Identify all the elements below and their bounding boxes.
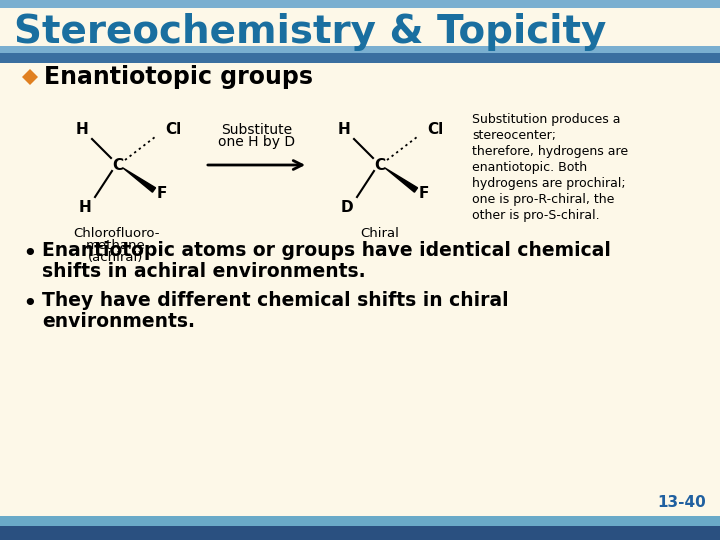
Text: (achiral): (achiral)	[89, 251, 144, 264]
Text: Substitute: Substitute	[221, 123, 292, 137]
Polygon shape	[385, 168, 418, 192]
Text: D: D	[341, 200, 354, 215]
FancyBboxPatch shape	[0, 516, 720, 526]
Text: enantiotopic. Both: enantiotopic. Both	[472, 161, 587, 174]
Polygon shape	[22, 69, 38, 85]
Text: They have different chemical shifts in chiral: They have different chemical shifts in c…	[42, 291, 508, 310]
Polygon shape	[123, 168, 156, 192]
Text: 13-40: 13-40	[657, 495, 706, 510]
Text: F: F	[419, 186, 429, 200]
Text: therefore, hydrogens are: therefore, hydrogens are	[472, 145, 628, 158]
Text: shifts in achiral environments.: shifts in achiral environments.	[42, 262, 366, 281]
Text: C: C	[112, 158, 124, 172]
Text: •: •	[22, 292, 37, 316]
Text: one is pro-R-chiral, the: one is pro-R-chiral, the	[472, 193, 614, 206]
Text: Cl: Cl	[427, 123, 444, 138]
Text: H: H	[78, 200, 91, 215]
Text: one H by D: one H by D	[218, 135, 295, 149]
Text: H: H	[76, 122, 89, 137]
Text: stereocenter;: stereocenter;	[472, 129, 556, 142]
Text: environments.: environments.	[42, 312, 195, 331]
FancyBboxPatch shape	[0, 526, 720, 540]
Text: Stereochemistry & Topicity: Stereochemistry & Topicity	[14, 13, 606, 51]
FancyBboxPatch shape	[0, 53, 720, 63]
Text: C: C	[374, 158, 386, 172]
Text: Enantiotopic groups: Enantiotopic groups	[44, 65, 313, 89]
Text: hydrogens are prochiral;: hydrogens are prochiral;	[472, 177, 626, 190]
Text: other is pro-S-chiral.: other is pro-S-chiral.	[472, 209, 600, 222]
Text: Enantiotopic atoms or groups have identical chemical: Enantiotopic atoms or groups have identi…	[42, 241, 611, 260]
Text: •: •	[22, 242, 37, 266]
Text: Cl: Cl	[165, 123, 181, 138]
Text: Chiral: Chiral	[361, 227, 400, 240]
Text: H: H	[338, 122, 351, 137]
Text: Substitution produces a: Substitution produces a	[472, 113, 621, 126]
Text: F: F	[157, 186, 167, 200]
FancyBboxPatch shape	[0, 46, 720, 53]
Text: Chlorofluoro-: Chlorofluoro-	[73, 227, 159, 240]
FancyBboxPatch shape	[0, 0, 720, 8]
Text: methane: methane	[86, 239, 146, 252]
